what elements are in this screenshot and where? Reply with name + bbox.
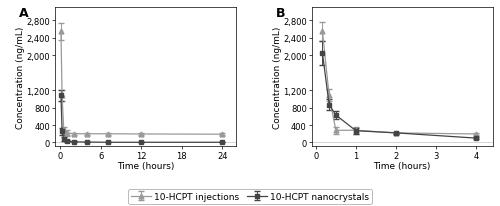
Text: B: B <box>276 7 285 20</box>
Y-axis label: Concentration (ng/mL): Concentration (ng/mL) <box>16 26 25 128</box>
X-axis label: Time (hours): Time (hours) <box>374 162 431 170</box>
Text: A: A <box>19 7 28 20</box>
Y-axis label: Concentration (ng/mL): Concentration (ng/mL) <box>272 26 281 128</box>
Legend: 10-HCPT injections, 10-HCPT nanocrystals: 10-HCPT injections, 10-HCPT nanocrystals <box>128 189 372 204</box>
X-axis label: Time (hours): Time (hours) <box>116 162 174 170</box>
